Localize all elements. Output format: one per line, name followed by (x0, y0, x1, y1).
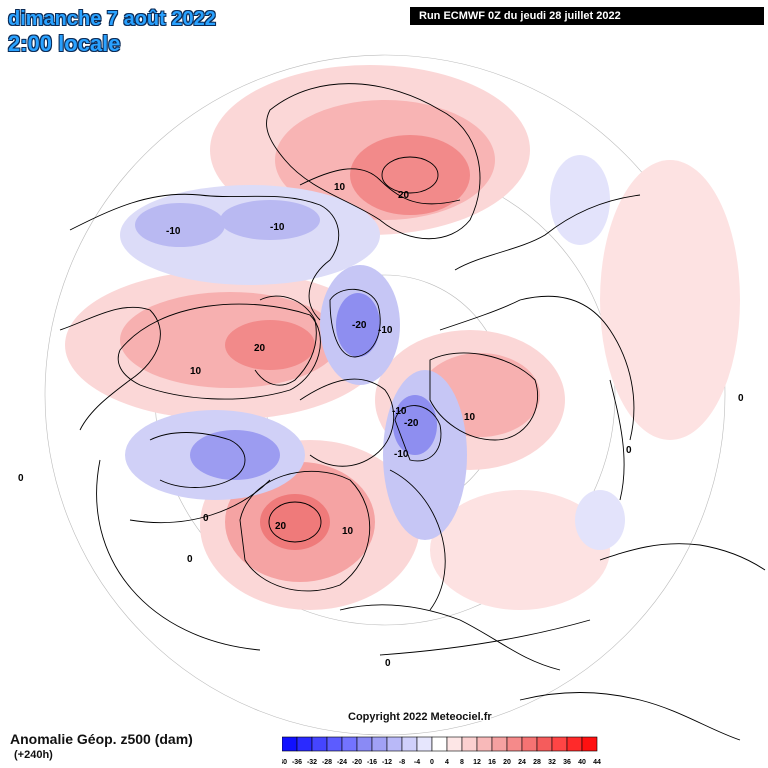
scale-swatch (386, 736, 403, 752)
contour-label: 0 (187, 554, 193, 565)
scale-swatch (491, 736, 508, 752)
contour-label: 20 (398, 190, 410, 201)
scale-swatch (476, 736, 493, 752)
contour-label: 20 (254, 343, 266, 354)
scale-tick-label: -12 (382, 759, 392, 766)
scale-tick-label: 16 (488, 759, 496, 766)
scale-tick-label: 44 (593, 759, 601, 766)
variable-title: Anomalie Géop. z500 (dam) (10, 731, 193, 747)
contour-label: -20 (352, 320, 367, 331)
scale-swatch (356, 736, 373, 752)
scale-tick-label: 8 (460, 759, 464, 766)
contour-label: -20 (404, 418, 419, 429)
scale-swatch (446, 736, 463, 752)
contour-label: 0 (738, 393, 744, 404)
scale-tick-label: -8 (399, 759, 405, 766)
coastlines (59, 168, 766, 741)
scale-swatch (282, 736, 298, 752)
scale-tick-label: -40 (282, 759, 287, 766)
scale-swatch (566, 736, 583, 752)
scale-tick-label: -36 (292, 759, 302, 766)
scale-tick-label: -32 (307, 759, 317, 766)
scale-swatch (371, 736, 388, 752)
scale-tick-label: 20 (503, 759, 511, 766)
contour-label: 20 (275, 521, 287, 532)
contour-lines (96, 83, 625, 656)
contour-label: -10 (270, 222, 285, 233)
scale-tick-label: -16 (367, 759, 377, 766)
scale-swatch (581, 736, 598, 752)
run-info-banner: Run ECMWF 0Z du jeudi 28 juillet 2022 (410, 7, 764, 25)
scale-tick-label: 28 (533, 759, 541, 766)
negative-anomaly-areas (120, 155, 625, 550)
contour-label-group: 20 10 -10 -10 -20 -10 20 10 -10 -20 -10 … (18, 182, 744, 669)
contour-label: 10 (342, 526, 354, 537)
scale-tick-label: 36 (563, 759, 571, 766)
scale-swatch (461, 736, 478, 752)
scale-swatch (551, 736, 568, 752)
scale-swatch (416, 736, 433, 752)
lead-time: (+240h) (14, 749, 53, 761)
contour-label: -10 (392, 406, 407, 417)
contour-label: 10 (464, 412, 476, 423)
contour-label: -10 (394, 449, 409, 460)
scale-swatch (341, 736, 358, 752)
scale-swatch (401, 736, 418, 752)
contour-label: 0 (626, 445, 632, 456)
scale-tick-label: 4 (445, 759, 449, 766)
scale-swatch (521, 736, 538, 752)
scale-swatch (326, 736, 343, 752)
scale-tick-label: 32 (548, 759, 556, 766)
scale-tick-label: 24 (518, 759, 526, 766)
scale-swatch (296, 736, 313, 752)
scale-swatch (431, 736, 448, 752)
contour-label: -10 (166, 226, 181, 237)
scale-swatch (506, 736, 523, 752)
scale-tick-label: -24 (337, 759, 347, 766)
scale-swatch (536, 736, 553, 752)
forecast-time: 2:00 locale (8, 31, 121, 56)
scale-tick-label: 0 (430, 759, 434, 766)
contour-label: 0 (18, 473, 24, 484)
copyright-notice: Copyright 2022 Meteociel.fr (348, 711, 492, 723)
contour-label: 0 (203, 513, 209, 524)
contour-label: 0 (385, 658, 391, 669)
positive-anomaly-areas (65, 65, 740, 610)
scale-tick-label: -4 (414, 759, 420, 766)
forecast-date: dimanche 7 août 2022 (8, 8, 216, 30)
contour-label: 10 (334, 182, 346, 193)
color-scale-legend: -40-36-32-28-24-20-16-12-8-4048121620242… (282, 736, 601, 766)
scale-tick-label: 12 (473, 759, 481, 766)
scale-swatch (311, 736, 328, 752)
contour-label: 10 (190, 366, 202, 377)
contour-label: -10 (378, 325, 393, 336)
scale-tick-label: -28 (322, 759, 332, 766)
scale-tick-label: 40 (578, 759, 586, 766)
scale-tick-label: -20 (352, 759, 362, 766)
